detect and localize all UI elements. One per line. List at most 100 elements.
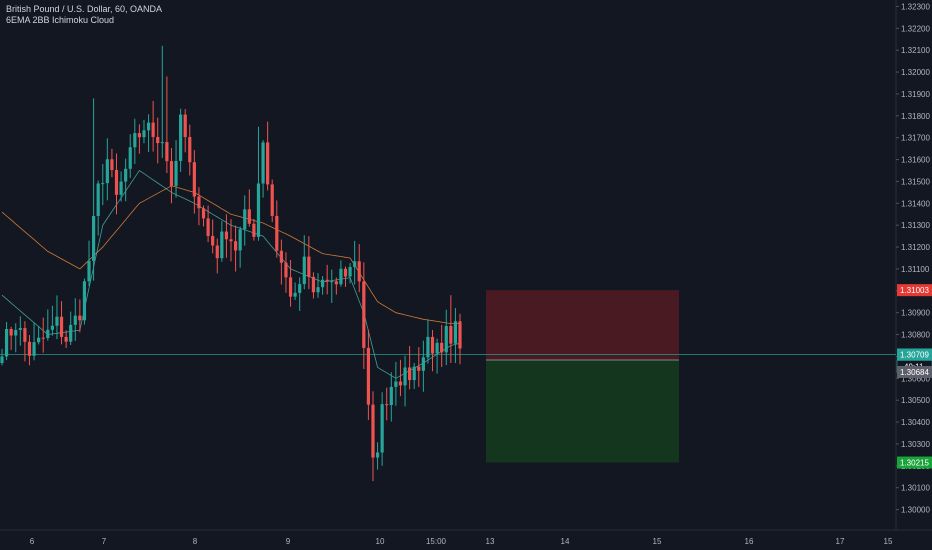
candle-body xyxy=(160,142,164,144)
candle-body xyxy=(78,315,82,321)
candle-body xyxy=(183,114,187,138)
candle-body xyxy=(288,277,293,297)
candle-body xyxy=(316,287,320,293)
x-tick-label: 17 xyxy=(836,537,845,546)
stop-price-tag-text: 1.31003 xyxy=(900,286,929,295)
candle-body xyxy=(169,161,174,186)
candle-body xyxy=(375,452,380,458)
candle-body xyxy=(224,231,229,240)
candle-body xyxy=(385,404,389,406)
ema-slow-line xyxy=(1,185,460,325)
target-price-tag-bg xyxy=(897,456,932,469)
y-tick-label: 1.31600 xyxy=(901,156,930,165)
candle-body xyxy=(188,137,192,163)
candle-body xyxy=(444,326,448,353)
y-tick-label: 1.32000 xyxy=(901,68,930,77)
chart-legend: British Pound / U.S. Dollar, 60, OANDA 6… xyxy=(6,4,162,26)
candle-body xyxy=(302,256,306,285)
candle-body xyxy=(394,381,398,387)
candle-body xyxy=(105,159,109,184)
candle-body xyxy=(343,268,348,277)
candle-body xyxy=(325,279,329,282)
candle-body xyxy=(275,215,279,251)
candle-body xyxy=(73,315,77,325)
x-tick-label: 15 xyxy=(884,537,893,546)
x-tick-label: 14 xyxy=(561,537,570,546)
candle-body xyxy=(27,341,32,356)
y-tick-label: 1.31900 xyxy=(901,90,930,99)
candle-body xyxy=(293,292,297,297)
candle-body xyxy=(339,268,343,285)
take-profit-zone xyxy=(486,359,679,463)
x-tick-label: 9 xyxy=(286,537,291,546)
candle-body xyxy=(247,209,251,224)
candle-body xyxy=(69,324,73,342)
stop-loss-zone xyxy=(486,290,679,360)
y-tick-label: 1.31700 xyxy=(901,134,930,143)
y-tick-label: 1.30600 xyxy=(901,374,930,383)
x-tick-label: 7 xyxy=(102,537,107,546)
y-tick-label: 1.30500 xyxy=(901,396,930,405)
y-tick-label: 1.31800 xyxy=(901,112,930,121)
x-tick-label: 13 xyxy=(486,537,495,546)
candle-body xyxy=(266,142,270,185)
candle-body xyxy=(137,133,141,138)
candle-body xyxy=(179,114,183,161)
candle-body xyxy=(233,241,238,251)
candle-body xyxy=(453,321,458,344)
candle-body xyxy=(37,337,41,343)
candle-body xyxy=(362,281,366,348)
candle-body xyxy=(41,337,45,339)
y-tick-label: 1.31300 xyxy=(901,221,930,230)
candle-body xyxy=(398,381,403,386)
candle-body xyxy=(146,122,151,131)
candle-body xyxy=(252,223,256,237)
candle-body xyxy=(357,261,361,282)
candle-body xyxy=(50,325,54,330)
y-tick-label: 1.32100 xyxy=(901,46,930,55)
candle-body xyxy=(9,329,13,336)
candle-body xyxy=(403,367,407,386)
candle-body xyxy=(417,366,421,371)
candle-body xyxy=(133,133,137,148)
y-tick-label: 1.30900 xyxy=(901,309,930,318)
candle-body xyxy=(215,245,219,259)
candle-body xyxy=(119,181,123,195)
candle-body xyxy=(311,276,316,293)
candle-body xyxy=(23,328,27,342)
indicator-label[interactable]: 6EMA 2BB Ichimoku Cloud xyxy=(6,15,115,25)
candle-body xyxy=(64,336,68,342)
candle-body xyxy=(4,329,9,357)
candle-body xyxy=(284,262,288,278)
candle-body xyxy=(92,215,96,261)
y-tick-label: 1.32200 xyxy=(901,24,930,33)
candle-body xyxy=(334,281,338,285)
y-tick-label: 1.31400 xyxy=(901,199,930,208)
y-tick-label: 1.30300 xyxy=(901,440,930,449)
candle-body xyxy=(298,284,302,293)
candle-body xyxy=(55,316,59,326)
y-tick-label: 1.31100 xyxy=(901,265,930,274)
entry-price-tag-bg xyxy=(897,365,932,378)
symbol-title[interactable]: British Pound / U.S. Dollar, 60, OANDA xyxy=(6,4,163,14)
candles-group xyxy=(0,45,462,482)
candle-body xyxy=(412,366,416,381)
candle-body xyxy=(270,184,274,216)
current-price-tag-text: 1.30709 xyxy=(900,350,929,359)
candle-body xyxy=(82,281,87,321)
candle-body xyxy=(151,122,155,137)
candle-body xyxy=(110,159,114,170)
candle-body xyxy=(426,336,430,358)
candle-body xyxy=(421,357,425,371)
candle-body xyxy=(353,261,357,268)
candle-body xyxy=(256,183,261,237)
candle-body xyxy=(220,231,224,259)
target-price-tag-text: 1.30215 xyxy=(900,459,929,468)
current-price-tag-bg xyxy=(897,348,932,361)
candle-body xyxy=(229,239,233,242)
candle-body xyxy=(14,329,18,336)
x-tick-label: 8 xyxy=(193,537,198,546)
candle-body xyxy=(389,386,393,406)
